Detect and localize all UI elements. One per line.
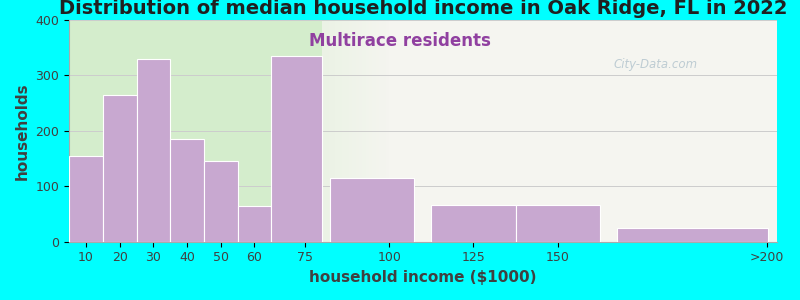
- Bar: [431, 205, 515, 242]
- Bar: [386, 20, 390, 242]
- Bar: [355, 20, 359, 242]
- Bar: [288, 20, 291, 242]
- Bar: [315, 20, 318, 242]
- Bar: [285, 20, 288, 242]
- Bar: [318, 20, 322, 242]
- Bar: [332, 20, 335, 242]
- Bar: [204, 161, 238, 242]
- Bar: [278, 20, 282, 242]
- Bar: [359, 20, 362, 242]
- X-axis label: household income ($1000): household income ($1000): [309, 270, 537, 285]
- Bar: [335, 20, 338, 242]
- Bar: [52, 20, 322, 242]
- Bar: [349, 20, 352, 242]
- Bar: [362, 20, 366, 242]
- Bar: [271, 20, 274, 242]
- Bar: [258, 20, 261, 242]
- Bar: [379, 20, 382, 242]
- Bar: [302, 20, 305, 242]
- Bar: [369, 20, 372, 242]
- Bar: [515, 205, 600, 242]
- Bar: [376, 20, 379, 242]
- Bar: [268, 20, 271, 242]
- Bar: [338, 20, 342, 242]
- Bar: [298, 20, 302, 242]
- Bar: [261, 20, 265, 242]
- Bar: [170, 139, 204, 242]
- Bar: [103, 95, 137, 242]
- Bar: [372, 20, 376, 242]
- Bar: [329, 20, 332, 242]
- Bar: [271, 56, 322, 242]
- Bar: [322, 20, 326, 242]
- Bar: [282, 20, 285, 242]
- Bar: [617, 228, 768, 242]
- Bar: [295, 20, 298, 242]
- Bar: [382, 20, 386, 242]
- Bar: [342, 20, 346, 242]
- Text: Multirace residents: Multirace residents: [309, 32, 491, 50]
- Text: City-Data.com: City-Data.com: [614, 58, 698, 71]
- Bar: [366, 20, 369, 242]
- Bar: [69, 156, 103, 242]
- Bar: [238, 206, 271, 242]
- Bar: [326, 20, 329, 242]
- Bar: [330, 178, 414, 242]
- Y-axis label: households: households: [15, 82, 30, 180]
- Bar: [291, 20, 295, 242]
- Bar: [308, 20, 312, 242]
- Bar: [254, 20, 258, 242]
- Bar: [274, 20, 278, 242]
- Bar: [305, 20, 308, 242]
- Bar: [312, 20, 315, 242]
- Title: Distribution of median household income in Oak Ridge, FL in 2022: Distribution of median household income …: [58, 0, 787, 18]
- Bar: [265, 20, 268, 242]
- Bar: [137, 59, 170, 242]
- Bar: [346, 20, 349, 242]
- Bar: [352, 20, 355, 242]
